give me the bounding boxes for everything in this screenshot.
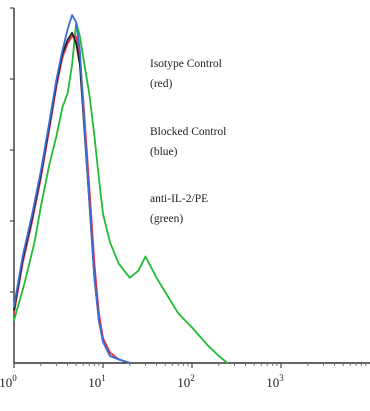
series-layer bbox=[13, 14, 229, 364]
annotation-color-note: (red) bbox=[150, 78, 173, 90]
annotation-color-note: (green) bbox=[150, 213, 183, 225]
x-tick-label: 102 bbox=[177, 373, 195, 390]
annotation-label: Blocked Control bbox=[150, 126, 226, 138]
series-line-2 bbox=[13, 31, 131, 364]
tick-marks bbox=[10, 7, 367, 368]
annotation-label: anti-IL-2/PE bbox=[150, 193, 208, 205]
annotations: Isotype Control (red) Blocked Control (blue… bbox=[150, 58, 226, 225]
x-tick-label: 101 bbox=[88, 373, 106, 390]
x-tick-label: 103 bbox=[266, 373, 284, 390]
x-tick-label: 100 bbox=[0, 373, 17, 390]
x-tick-exponent: 2 bbox=[190, 373, 195, 383]
x-tick-exponent: 1 bbox=[101, 373, 106, 383]
x-tick-exponent: 3 bbox=[279, 373, 284, 383]
series-line-0 bbox=[13, 35, 131, 364]
series-line-3 bbox=[13, 21, 229, 364]
annotation-color-note: (blue) bbox=[150, 146, 178, 158]
x-tick-labels: 100 101 102 103 bbox=[0, 373, 284, 390]
annotation-label: Isotype Control bbox=[150, 58, 222, 70]
series-line-1 bbox=[13, 14, 131, 364]
x-tick-exponent: 0 bbox=[12, 373, 17, 383]
